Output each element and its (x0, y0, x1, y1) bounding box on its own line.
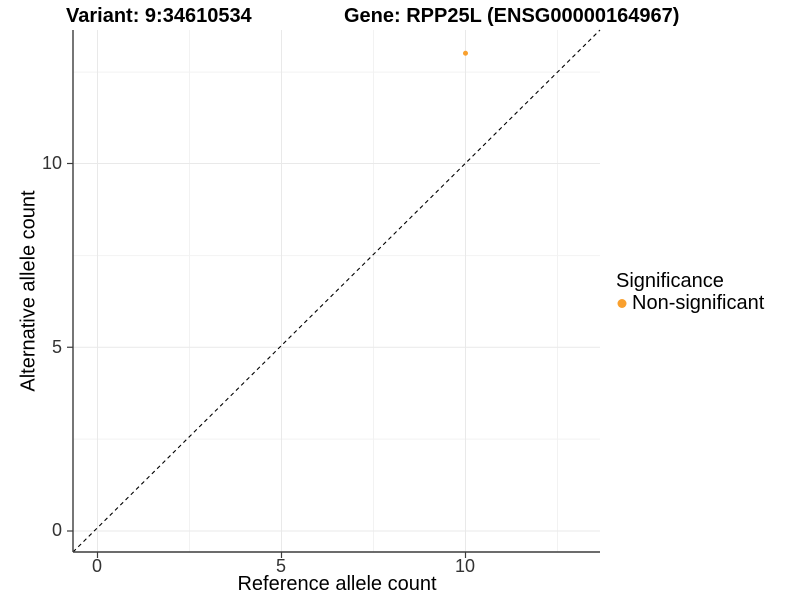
y-axis-label: Alternative allele count (17, 190, 40, 392)
tick-marks (67, 162, 467, 558)
x-tick-label-5: 5 (275, 556, 286, 576)
legend-title: Significance (616, 270, 724, 292)
data-point (463, 50, 468, 56)
identity-reference-line (72, 29, 601, 553)
y-tick-label-5: 5 (51, 336, 62, 357)
y-tick-label-0: 0 (51, 520, 62, 540)
y-tick-label-10: 10 (41, 152, 62, 173)
legend-item-non-significant: Non-significant (616, 293, 764, 313)
points-layer (463, 50, 468, 56)
variant-title: Variant: 9:34610534 (66, 5, 252, 27)
minor-gridlines (73, 30, 600, 552)
x-tick-label-10: 10 (454, 556, 476, 576)
major-gridlines (73, 30, 600, 552)
x-tick-label-0: 0 (91, 556, 102, 576)
gene-title: Gene: RPP25L (ENSG00000164967) (344, 5, 680, 27)
legend-item-label: Non-significant (632, 292, 765, 314)
x-axis-label: Reference allele count (237, 573, 437, 595)
legend-key-dot (617, 299, 627, 308)
axis-lines (72, 30, 600, 553)
legend-point-icon (617, 299, 627, 308)
legend: Significance Non-significant (616, 271, 764, 313)
